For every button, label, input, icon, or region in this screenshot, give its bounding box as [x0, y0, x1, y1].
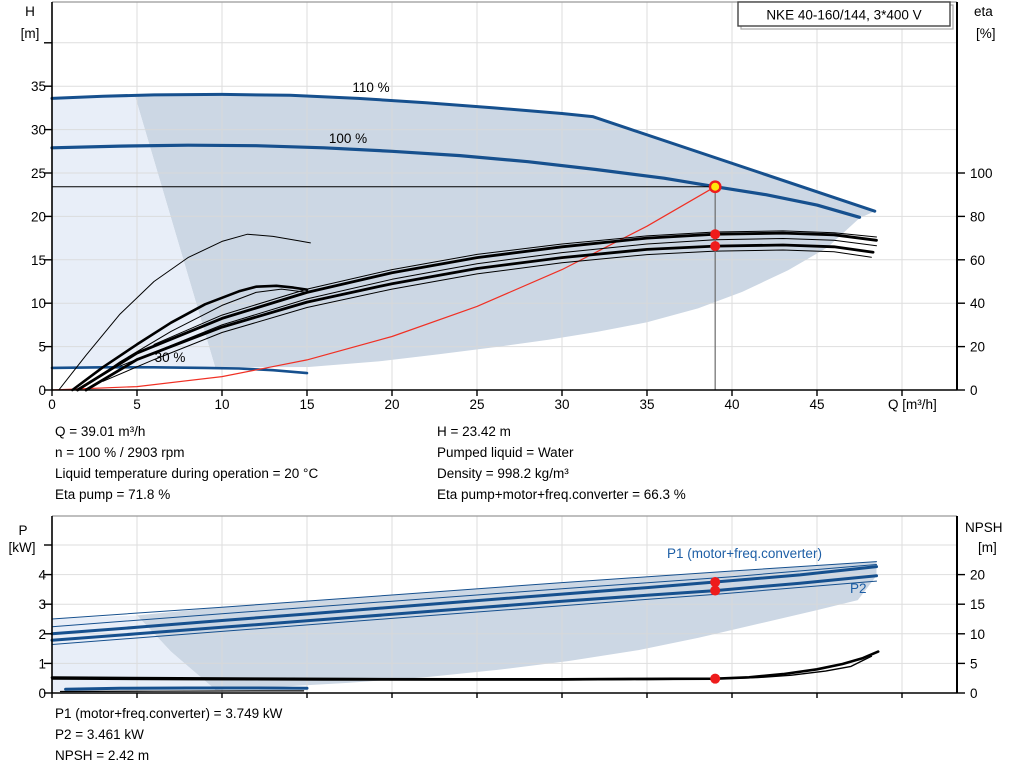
h-axis-unit: [m] [21, 26, 40, 41]
curve-100-label: 100 % [329, 131, 367, 146]
duty-point [708, 180, 722, 194]
head-chart-tick-label: 20 [31, 209, 46, 224]
info-line-h: H = 23.42 m [437, 424, 511, 439]
q-axis-title: Q [m³/h] [888, 397, 937, 412]
power-chart-tick-label: 1 [38, 656, 46, 671]
head-chart: 0 5 10 15 20 25 30 35 0 5 10 15 20 25 30 35 40 45 0 20 40 60 8… [31, 1, 993, 412]
power-chart-tick-label: 15 [970, 597, 985, 612]
head-chart-grid [52, 2, 957, 390]
head-chart-tick-label: 35 [31, 79, 46, 94]
power-chart-tick-label: 0 [970, 686, 978, 701]
head-chart-tick-label: 10 [214, 397, 229, 412]
head-chart-tick-label: 30 [554, 397, 569, 412]
eta-total-marker [710, 241, 721, 252]
info-line-p1: P1 (motor+freq.converter) = 3.749 kW [55, 706, 283, 721]
power-chart-tick-label: 5 [970, 656, 978, 671]
head-chart-tick-label: 40 [970, 296, 985, 311]
eta-pump-thin-upper [153, 230, 877, 345]
pump-title-box [737, 1, 951, 27]
power-info: P1 (motor+freq.converter) = 3.749 kW P2 … [55, 703, 282, 766]
head-chart-tick-label: 10 [31, 296, 46, 311]
eta-lowspeed-thin [58, 233, 311, 391]
p1-marker [710, 577, 721, 588]
eta-pump [76, 231, 878, 392]
p-mid-thin [51, 564, 877, 628]
power-chart-tick-label: 10 [970, 627, 985, 642]
npsh-axis-unit: [m] [978, 540, 997, 555]
curve-30 [50, 366, 309, 375]
npsh-marker [710, 673, 721, 684]
eta-pump-marker [710, 229, 721, 240]
head-chart-tick-label: 25 [469, 397, 484, 412]
info-line-npsh: NPSH = 2.42 m [55, 748, 150, 763]
info-line-density: Density = 998.2 kg/m³ [437, 466, 569, 481]
p-30-speed-thin [59, 690, 305, 693]
info-line-p2: P2 = 3.461 kW [55, 727, 144, 742]
head-chart-tick-label: 100 [970, 166, 993, 181]
power-chart-tick-label: 20 [970, 568, 985, 583]
p-axis-unit: [kW] [9, 540, 36, 555]
power-chart-tick-label: 3 [38, 597, 46, 612]
head-chart-tick-label: 80 [970, 209, 985, 224]
head-chart-tick-label: 20 [384, 397, 399, 412]
p2-marker [710, 585, 721, 596]
head-chart-tick-label: 5 [133, 397, 141, 412]
power-chart-tick-label: 0 [38, 686, 46, 701]
curve-100 [50, 143, 862, 219]
head-chart-tick-label: 40 [724, 397, 739, 412]
p-lower-thin [51, 580, 877, 645]
info-line-n: n = 100 % / 2903 rpm [55, 445, 185, 460]
npsh-axis-title: NPSH [965, 520, 1003, 535]
head-chart-tick-label: 60 [970, 253, 985, 268]
npsh-curve-2 [51, 655, 873, 681]
info-line-liquid: Pumped liquid = Water [437, 445, 574, 460]
eta-axis-title: eta [974, 4, 993, 19]
p-axis-title: P [18, 523, 27, 538]
chart-labels: H [m] eta [%] Q [m³/h] 110 % 100 % 30 % … [9, 1, 1003, 596]
head-chart-tick-label: 5 [38, 340, 46, 355]
head-chart-tick-label: 15 [31, 253, 46, 268]
curve-110 [50, 92, 877, 213]
duty-info-left: Q = 39.01 m³/h n = 100 % / 2903 rpm Liqu… [55, 421, 318, 505]
curve-30-label: 30 % [155, 350, 186, 365]
eta-total [84, 243, 875, 392]
info-line-temp: Liquid temperature during operation = 20… [55, 466, 319, 481]
p1-curve [50, 565, 878, 636]
eta-mid-thin [119, 238, 877, 367]
info-line-q: Q = 39.01 m³/h [55, 424, 146, 439]
p2-curve [50, 574, 878, 642]
head-chart-tick-label: 25 [31, 166, 46, 181]
low-flow-envelope [52, 95, 216, 368]
eta-lowspeed-thick [71, 284, 309, 392]
curve-110-label: 110 % [352, 80, 389, 95]
info-line-eta-total: Eta pump+motor+freq.converter = 66.3 % [437, 487, 686, 502]
power-low-flow-envelope [52, 615, 216, 692]
p-30-speed [64, 686, 309, 691]
head-chart-tick-label: 0 [48, 397, 56, 412]
pump-title: NKE 40-160/144, 3*400 V [766, 8, 921, 23]
head-chart-tick-label: 35 [639, 397, 654, 412]
power-chart-tick-label: 4 [38, 568, 46, 583]
eta-lowspeed-thin2 [78, 288, 308, 391]
head-chart-tick-label: 20 [970, 340, 985, 355]
power-chart: 0 1 2 3 4 0 5 10 15 20 [38, 515, 985, 701]
h-axis-title: H [25, 4, 35, 19]
eta-total-thin-lower [102, 249, 872, 382]
duty-info-right: H = 23.42 m Pumped liquid = Water Densit… [437, 421, 686, 505]
p2-curve-label: P2 [850, 581, 867, 596]
head-chart-tick-label: 0 [970, 383, 978, 398]
head-chart-tick-label: 45 [809, 397, 824, 412]
eta-axis-unit: [%] [976, 26, 996, 41]
p1-curve-label: P1 (motor+freq.converter) [667, 546, 822, 561]
head-chart-tick-label: 15 [299, 397, 314, 412]
info-line-eta-pump: Eta pump = 71.8 % [55, 487, 171, 502]
power-chart-tick-label: 2 [38, 627, 46, 642]
head-chart-tick-label: 30 [31, 123, 46, 138]
head-chart-tick-label: 0 [38, 383, 46, 398]
p-upper-thin [51, 561, 877, 620]
